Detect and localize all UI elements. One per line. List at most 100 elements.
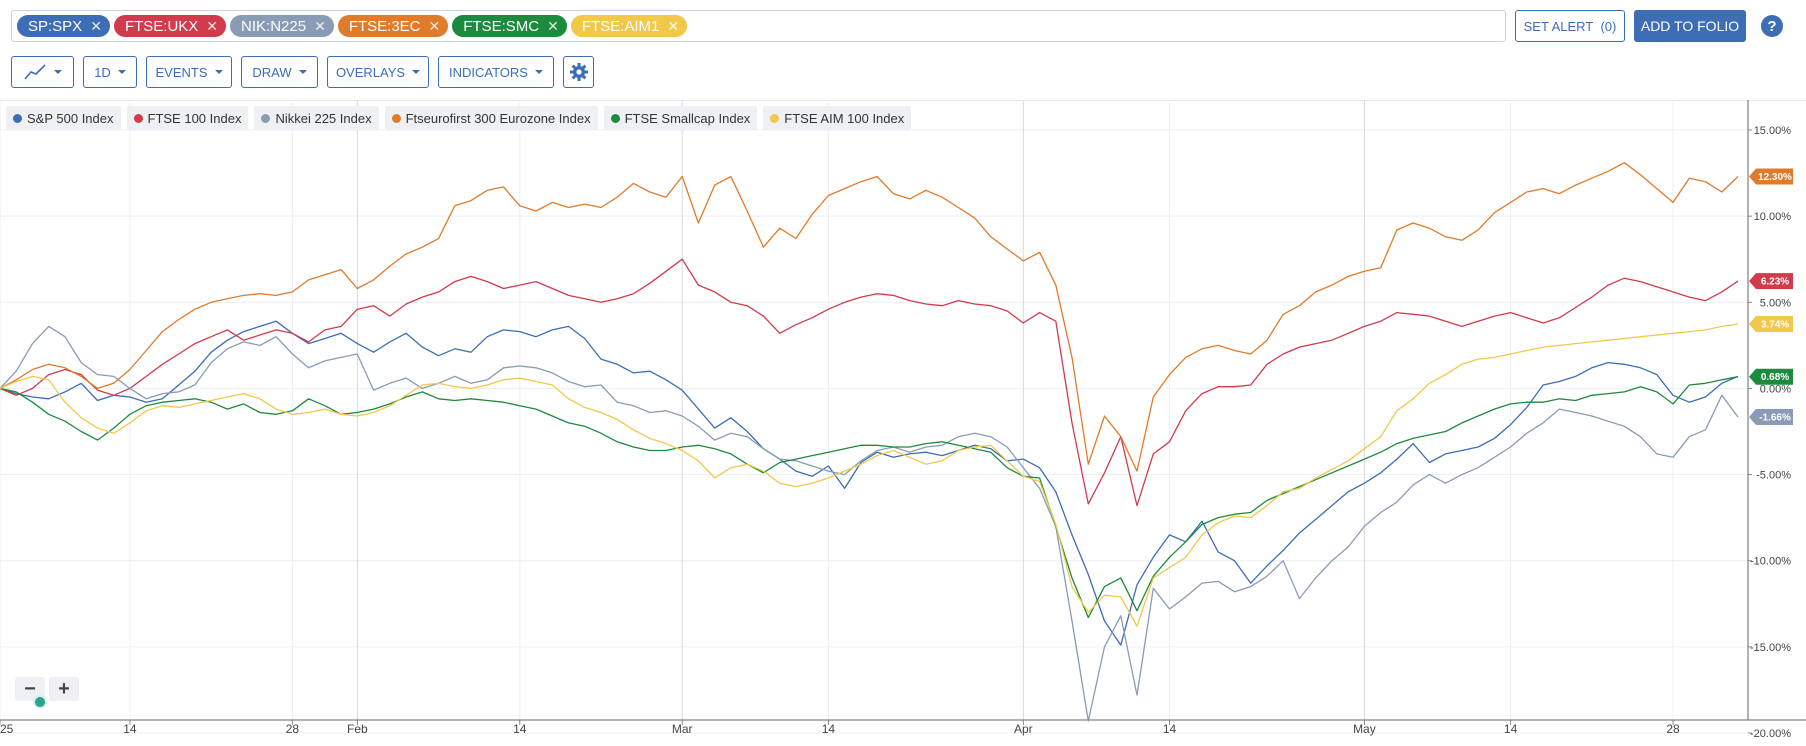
x-tick-label: 28 xyxy=(286,722,300,736)
draw-label: DRAW xyxy=(252,64,292,80)
series-line-1 xyxy=(0,320,1739,646)
last-value-tag-label: 3.74% xyxy=(1761,319,1789,330)
indicators-dropdown[interactable]: INDICATORS xyxy=(438,56,554,88)
events-dropdown[interactable]: EVENTS xyxy=(146,56,232,88)
last-value-tag: 3.74% xyxy=(1749,315,1793,332)
legend-swatch xyxy=(770,113,780,123)
symbol-chips: SP:SPX ✕ FTSE:UKX ✕ NIK:N225 ✕ FTSE:3EC ✕ FTSE:S… xyxy=(17,15,688,37)
legend-item[interactable]: Ftseurofirst 300 Eurozone Index xyxy=(384,106,598,130)
chevron-down-icon xyxy=(298,70,307,74)
x-tick-label: Feb xyxy=(347,722,368,736)
y-tick-label: -20.00% xyxy=(1750,728,1791,740)
x-tick-label: Mar xyxy=(672,722,693,736)
legend-label: FTSE 100 Index xyxy=(147,110,242,126)
last-value-tag-bg xyxy=(1749,168,1793,185)
y-tick-label: -15.00% xyxy=(1750,642,1791,654)
add-to-folio-button[interactable]: ADD TO FOLIO xyxy=(1634,10,1746,42)
chart-type-button[interactable] xyxy=(11,56,74,88)
legend-item[interactable]: S&P 500 Index xyxy=(6,106,121,130)
legend-item[interactable]: FTSE 100 Index xyxy=(126,106,249,130)
series-line-5 xyxy=(0,376,1739,619)
symbol-chip-label: FTSE:SMC xyxy=(463,17,540,35)
legend-swatch xyxy=(13,113,22,123)
symbol-chip[interactable]: SP:SPX ✕ xyxy=(17,15,110,37)
x-tick-label: Apr xyxy=(1014,722,1033,736)
gear-icon xyxy=(569,63,588,81)
x-tick-label: 14 xyxy=(1504,722,1518,736)
interval-dropdown[interactable]: 1D xyxy=(83,56,137,88)
chevron-down-icon xyxy=(214,70,223,74)
x-tick-label: 14 xyxy=(513,722,527,736)
legend-swatch xyxy=(610,113,620,123)
legend-swatch xyxy=(261,113,271,123)
remove-symbol-icon[interactable]: ✕ xyxy=(90,17,102,34)
x-tick-label: 25 xyxy=(0,722,14,736)
remove-symbol-icon[interactable]: ✕ xyxy=(667,17,680,34)
chevron-down-icon xyxy=(412,70,421,74)
x-tick-label: 14 xyxy=(123,722,137,736)
symbols-input[interactable]: SP:SPX ✕ FTSE:UKX ✕ NIK:N225 ✕ FTSE:3EC ✕ FTSE:S… xyxy=(11,10,1506,42)
set-alert-label: SET ALERT xyxy=(1523,18,1594,34)
x-tick-label: 14 xyxy=(822,722,836,736)
y-tick-label: 0.00% xyxy=(1760,383,1791,395)
last-value-tag-bg xyxy=(1749,409,1793,426)
last-value-tag-label: 12.30% xyxy=(1758,172,1792,183)
legend-item[interactable]: FTSE Smallcap Index xyxy=(603,106,758,130)
x-tick-label: May xyxy=(1353,722,1376,736)
symbol-chip[interactable]: NIK:N225 ✕ xyxy=(230,15,334,37)
overlays-dropdown[interactable]: OVERLAYS xyxy=(327,56,429,88)
series-line-6 xyxy=(0,323,1739,627)
last-value-tag-label: 6.23% xyxy=(1761,277,1789,288)
symbol-chip-label: NIK:N225 xyxy=(241,17,307,35)
legend-swatch xyxy=(391,113,401,123)
series-line-4 xyxy=(0,162,1739,472)
alert-count: (0) xyxy=(1600,18,1617,34)
legend-label: Nikkei 225 Index xyxy=(275,110,372,126)
symbol-chip-label: SP:SPX xyxy=(28,17,83,35)
zoom-controls: − + xyxy=(15,677,79,701)
last-value-tag-label: -1.66% xyxy=(1759,413,1791,424)
symbol-chip-label: FTSE:3EC xyxy=(348,17,421,35)
events-label: EVENTS xyxy=(155,64,208,80)
y-tick-label: 15.00% xyxy=(1754,125,1792,137)
remove-symbol-icon[interactable]: ✕ xyxy=(206,17,219,34)
remove-symbol-icon[interactable]: ✕ xyxy=(428,17,441,34)
interval-label: 1D xyxy=(94,64,111,80)
last-value-tag: -1.66% xyxy=(1749,409,1793,426)
y-tick-label: -5.00% xyxy=(1756,470,1791,482)
chevron-down-icon xyxy=(54,70,62,74)
y-tick-label: -10.00% xyxy=(1750,556,1791,568)
legend-label: Ftseurofirst 300 Eurozone Index xyxy=(405,110,591,126)
set-alert-button[interactable]: SET ALERT (0) xyxy=(1515,10,1625,42)
help-icon[interactable]: ? xyxy=(1761,15,1783,37)
symbol-chip[interactable]: FTSE:SMC ✕ xyxy=(452,15,567,37)
chart-legend: S&P 500 Index FTSE 100 Index Nikkei 225 In… xyxy=(6,106,912,130)
x-tick-label: 14 xyxy=(1163,722,1177,736)
symbol-chip-label: FTSE:UKX xyxy=(124,17,199,35)
last-value-tag-label: 0.68% xyxy=(1761,372,1789,383)
symbol-chip[interactable]: FTSE:UKX ✕ xyxy=(113,15,227,37)
line-chart-icon xyxy=(24,64,46,80)
symbol-chip[interactable]: FTSE:AIM1 ✕ xyxy=(570,15,688,37)
y-tick-label: 5.00% xyxy=(1760,297,1791,309)
legend-item[interactable]: FTSE AIM 100 Index xyxy=(763,106,912,130)
settings-button[interactable] xyxy=(563,56,594,88)
legend-label: FTSE Smallcap Index xyxy=(624,110,751,126)
fingerprint-icon xyxy=(33,695,47,709)
chevron-down-icon xyxy=(534,70,543,74)
toolbar-divider xyxy=(0,100,1806,101)
remove-symbol-icon[interactable]: ✕ xyxy=(547,17,559,34)
zoom-in-button[interactable]: + xyxy=(49,677,79,701)
chevron-down-icon xyxy=(117,70,126,74)
last-value-tag-bg xyxy=(1749,368,1793,385)
line-chart[interactable]: 15.00% 10.00% 5.00% 0.00% -5.00% -10.00% -15.0… xyxy=(0,100,1806,746)
last-value-tag: 6.23% xyxy=(1749,273,1793,290)
series-line-2 xyxy=(0,258,1739,507)
legend-item[interactable]: Nikkei 225 Index xyxy=(254,106,379,130)
remove-symbol-icon[interactable]: ✕ xyxy=(314,17,326,34)
draw-dropdown[interactable]: DRAW xyxy=(241,56,318,88)
last-value-tag: 0.68% xyxy=(1749,368,1793,385)
last-value-tag: 12.30% xyxy=(1749,168,1793,185)
legend-label: FTSE AIM 100 Index xyxy=(784,110,905,126)
symbol-chip[interactable]: FTSE:3EC ✕ xyxy=(337,15,449,37)
